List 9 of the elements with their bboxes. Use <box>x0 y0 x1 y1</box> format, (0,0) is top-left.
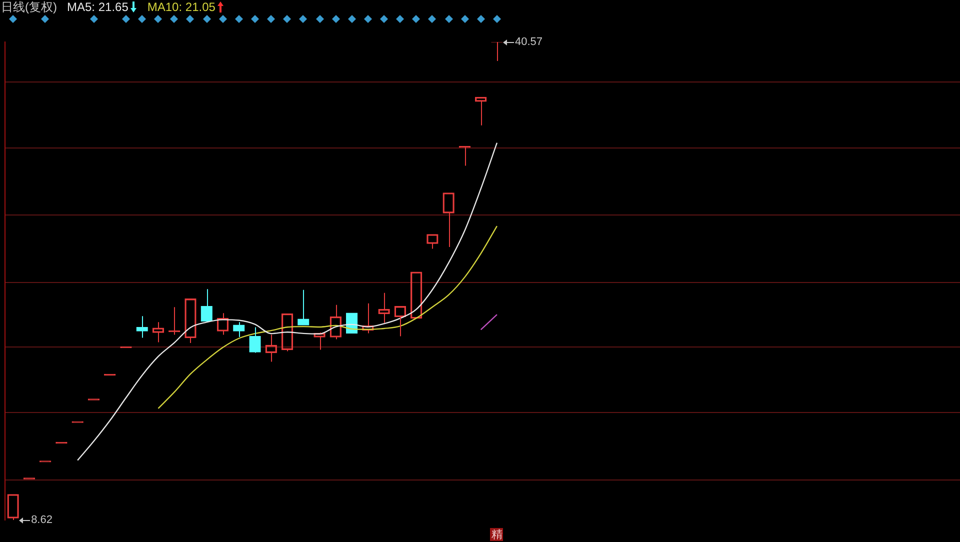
text: MA5: 21.65 <box>67 0 128 14</box>
text: 精 <box>490 528 504 541</box>
chart-title: 日线(复权) <box>1 0 57 14</box>
text: 40.57 <box>514 36 542 48</box>
candlestick <box>298 289 310 326</box>
text: MA10: 21.05 <box>147 0 216 14</box>
candlestick <box>233 322 245 338</box>
candlestick <box>136 316 148 338</box>
annotation: 8.62 <box>31 514 52 526</box>
